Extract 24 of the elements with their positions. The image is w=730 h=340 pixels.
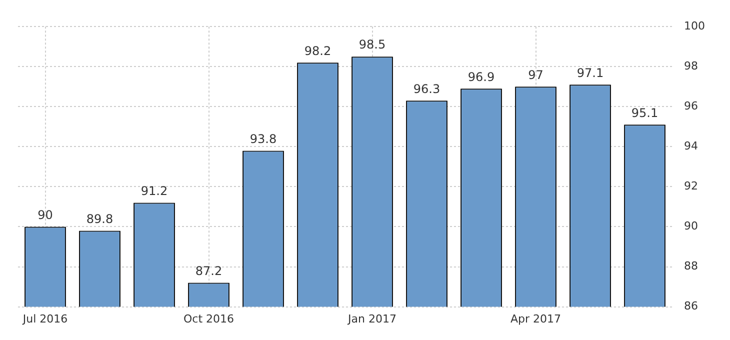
x-tick-label: Oct 2016 bbox=[183, 312, 234, 326]
y-tick-label: 92 bbox=[684, 180, 698, 193]
data-label: 90 bbox=[38, 208, 53, 222]
data-label: 96.3 bbox=[413, 82, 440, 96]
y-tick-label: 100 bbox=[684, 19, 706, 32]
y-tick-label: 88 bbox=[684, 260, 698, 273]
data-label: 87.2 bbox=[195, 264, 222, 278]
x-tick-label: Jul 2016 bbox=[22, 312, 68, 326]
data-label: 97 bbox=[528, 68, 544, 82]
y-tick-label: 96 bbox=[684, 100, 698, 113]
data-label: 89.8 bbox=[86, 212, 114, 226]
data-label: 95.1 bbox=[631, 106, 658, 120]
y-tick-label: 90 bbox=[684, 220, 698, 233]
data-label: 98.5 bbox=[358, 38, 386, 52]
y-tick-label: 98 bbox=[684, 59, 698, 72]
data-label: 98.2 bbox=[304, 44, 332, 58]
y-tick-label: 86 bbox=[684, 300, 698, 313]
data-label: 93.8 bbox=[250, 132, 277, 146]
data-label: 91.2 bbox=[140, 184, 168, 198]
x-tick-label: Apr 2017 bbox=[510, 312, 562, 326]
x-tick-label: Jan 2017 bbox=[347, 312, 396, 326]
y-tick-label: 94 bbox=[684, 140, 698, 153]
data-label: 97.1 bbox=[576, 66, 604, 80]
data-label: 96.9 bbox=[468, 70, 495, 84]
